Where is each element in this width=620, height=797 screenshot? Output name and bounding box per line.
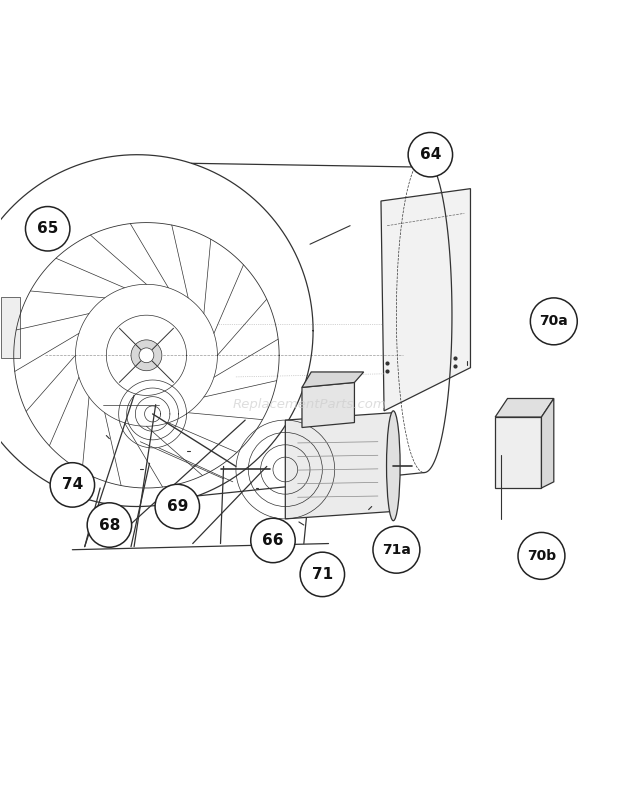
Text: 64: 64 [420, 147, 441, 163]
Ellipse shape [386, 410, 400, 520]
Circle shape [50, 463, 95, 507]
Circle shape [518, 532, 565, 579]
Circle shape [155, 485, 200, 528]
Circle shape [87, 503, 131, 548]
Text: 71a: 71a [382, 543, 411, 557]
Text: 69: 69 [167, 499, 188, 514]
Polygon shape [381, 189, 471, 410]
Polygon shape [285, 413, 393, 519]
Circle shape [300, 552, 345, 597]
Text: 68: 68 [99, 517, 120, 532]
Text: 70a: 70a [539, 314, 568, 328]
Text: 65: 65 [37, 222, 58, 236]
Circle shape [139, 347, 154, 363]
Polygon shape [541, 398, 554, 488]
Circle shape [373, 526, 420, 573]
Circle shape [131, 340, 162, 371]
Text: ReplacementParts.com: ReplacementParts.com [233, 398, 387, 411]
Circle shape [530, 298, 577, 345]
Text: 71: 71 [312, 567, 333, 582]
Polygon shape [302, 383, 355, 427]
Text: 70b: 70b [527, 549, 556, 563]
Polygon shape [302, 372, 364, 387]
Polygon shape [495, 417, 541, 488]
Text: 66: 66 [262, 533, 284, 548]
Circle shape [408, 132, 453, 177]
Circle shape [250, 518, 295, 563]
Circle shape [25, 206, 70, 251]
Polygon shape [1, 296, 20, 359]
Polygon shape [495, 398, 554, 417]
Text: 74: 74 [62, 477, 83, 493]
